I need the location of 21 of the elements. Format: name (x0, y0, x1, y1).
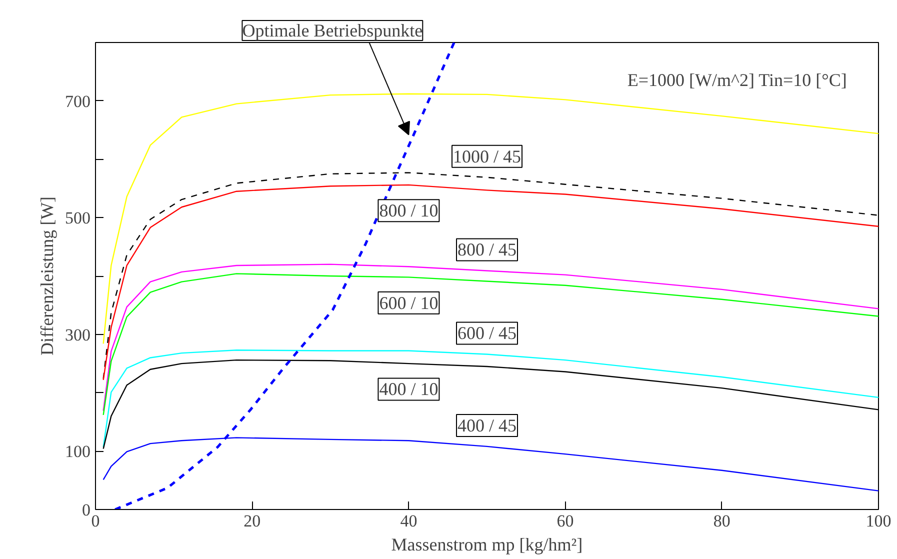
line-series (102, 93, 878, 344)
y-tick-label: 500 (65, 208, 90, 228)
y-tick-label: 100 (65, 442, 90, 462)
series-label: 800 / 45 (458, 240, 517, 260)
y-tick-label: 700 (65, 92, 90, 111)
x-tick-label: 20 (244, 512, 261, 530)
x-tick-label: 40 (400, 512, 418, 530)
x-tick-label: 80 (713, 512, 730, 530)
series-label: 400 / 45 (458, 415, 517, 436)
series-label: 1000 / 45 (453, 146, 522, 166)
x-axis-title: Massenstrom mp [kg/hm²] (391, 534, 583, 554)
series-label: 600 / 45 (458, 323, 517, 344)
series-label: 400 / 10 (379, 379, 438, 400)
series-label: 800 / 10 (379, 200, 438, 221)
x-tick-label: 60 (556, 512, 574, 530)
x-tick-label: 100 (866, 512, 892, 530)
series-label: 600 / 10 (379, 292, 438, 313)
annotation: Optimale Betriebspunkte (242, 20, 423, 40)
y-tick-label: 300 (65, 325, 90, 344)
annotation: E=1000 [W/m^2] Tin=10 [°C] (627, 70, 847, 90)
y-axis-title: Differenzleistung [W] (37, 196, 57, 356)
